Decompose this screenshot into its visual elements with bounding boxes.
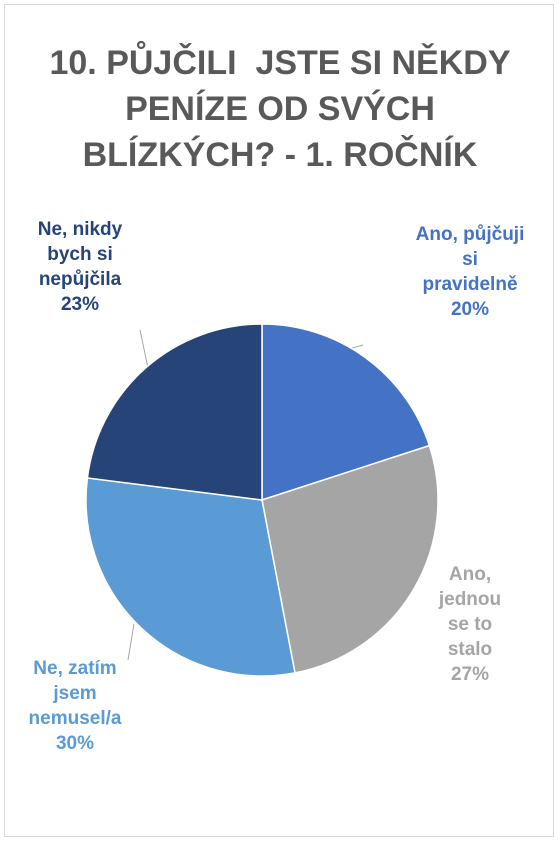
value-label: 30% bbox=[55, 733, 95, 754]
pie-slice bbox=[261, 323, 431, 502]
pie-slice bbox=[261, 444, 439, 674]
category-label: Ano, jednou se to stalo bbox=[438, 564, 502, 660]
category-label: Ne, zatím jsem nemusel/a bbox=[28, 658, 122, 729]
data-label: Ne, nikdy bych si nepůjčila 23% bbox=[30, 217, 130, 317]
value-label: 23% bbox=[60, 294, 100, 315]
leader-line bbox=[127, 623, 135, 661]
leader-line bbox=[139, 329, 149, 369]
chart-title: 10. PŮJČILI JSTE SI NĚKDY PENÍZE OD SVÝC… bbox=[49, 44, 520, 174]
data-label: Ano, půjčuji si pravidelně 20% bbox=[415, 222, 525, 322]
category-label: Ne, nikdy bych si nepůjčila bbox=[37, 219, 123, 290]
value-label: 27% bbox=[450, 664, 490, 685]
frame bbox=[4, 4, 554, 837]
pie-slice bbox=[85, 477, 296, 677]
pie-slice bbox=[86, 323, 263, 501]
data-label: Ano, jednou se to stalo 27% bbox=[433, 562, 508, 687]
value-label: 20% bbox=[450, 299, 490, 320]
data-label: Ne, zatím jsem nemusel/a 30% bbox=[25, 656, 125, 756]
category-label: Ano, půjčuji si pravidelně bbox=[415, 224, 525, 295]
